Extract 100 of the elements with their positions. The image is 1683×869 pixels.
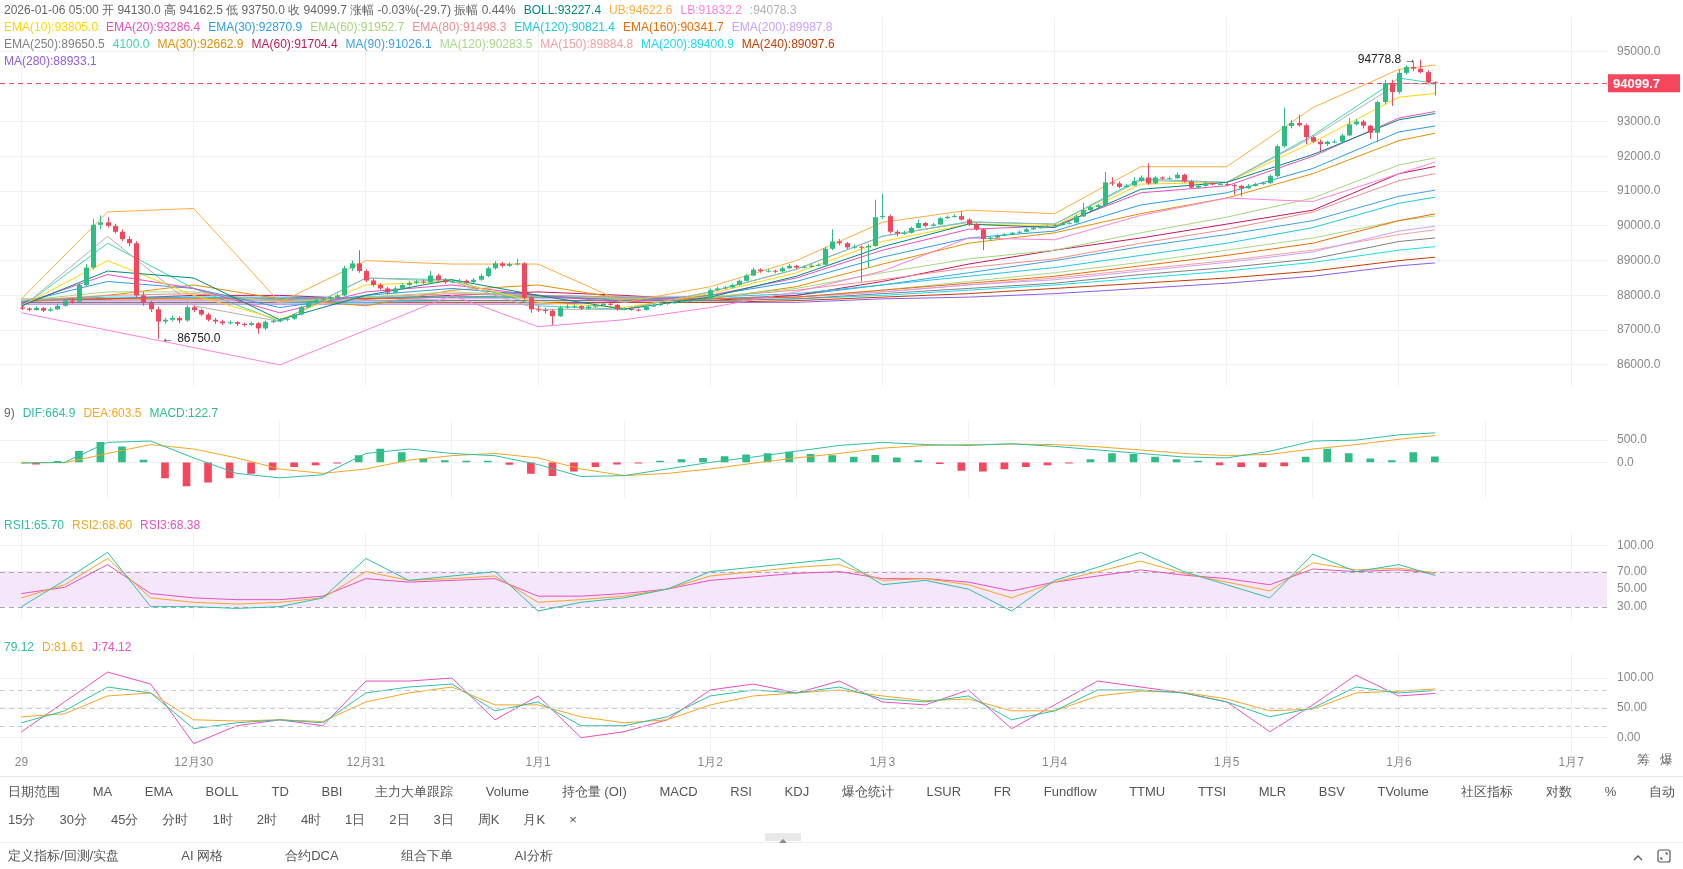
y-tick-label: 93000.0	[1617, 113, 1661, 128]
y-tick-label: 70.00	[1617, 563, 1648, 578]
y-tick-label: 87000.0	[1617, 322, 1661, 337]
text: EMA(30):92870.9	[208, 20, 303, 34]
y-tick-label: 500.0	[1617, 432, 1648, 447]
x-tick-label: 1月4	[1041, 755, 1068, 770]
text: FR	[993, 784, 1012, 799]
text: 定义指标/回测/实盘	[8, 847, 120, 865]
y-tick-label: 88000.0	[1617, 287, 1661, 302]
y-tick-label: 0.00	[1617, 730, 1641, 744]
text: 45分	[110, 810, 139, 829]
text: MACD:122.7	[149, 406, 219, 420]
text: MA(120):90283.5	[439, 37, 533, 51]
x-tick-label: 1月1	[525, 755, 552, 770]
y-tick-label: 92000.0	[1617, 148, 1661, 163]
text: LSUR	[926, 784, 962, 799]
x-tick-label: 1月3	[869, 755, 896, 770]
text: 30分	[59, 810, 87, 829]
series-label: J:74.12	[92, 640, 132, 654]
text: Volume	[485, 784, 530, 799]
text: MA(240):89097.6	[741, 37, 835, 51]
text: EMA(60):91952.7	[310, 20, 405, 34]
text: 4100.0	[112, 37, 150, 51]
x-tick-label: 1月6	[1386, 755, 1412, 770]
text: 自动	[1648, 782, 1675, 801]
text: EMA(250):89650.5	[4, 37, 105, 51]
text: TD	[271, 784, 289, 799]
text: BSV	[1318, 784, 1345, 799]
y-tick-label: 100.00	[1617, 537, 1655, 552]
text: EMA(200):89987.8	[731, 20, 833, 34]
text: MA(200):89400.9	[641, 37, 734, 51]
text: EMA	[144, 784, 173, 799]
text: TVolume	[1377, 784, 1429, 799]
y-tick-label: 50.00	[1617, 700, 1648, 715]
text: EMA(160):90341.7	[623, 20, 724, 34]
text: 对数	[1546, 782, 1573, 801]
text: 周K	[477, 810, 500, 829]
text: 组合下单	[400, 847, 453, 865]
chart-title: 9)	[4, 406, 15, 420]
text: 2时	[256, 810, 277, 829]
text: BOLL	[205, 784, 239, 799]
y-tick-label: 50.00	[1617, 581, 1648, 596]
x-tick-label: 1月2	[697, 755, 724, 770]
y-tick-label: 0.0	[1617, 454, 1635, 469]
text: 1时	[212, 810, 233, 829]
annotation: 94778.8 →	[1357, 51, 1417, 66]
text: MA(150):89884.8	[540, 37, 634, 51]
text: MACD	[659, 784, 698, 799]
text: %	[1604, 784, 1617, 799]
x-tick-label: 1月7	[1558, 755, 1585, 770]
text: DEA:603.5	[83, 406, 142, 420]
text: DIF:664.9	[22, 406, 76, 420]
y-tick-label: 95000.0	[1617, 44, 1661, 59]
text: 1日	[345, 810, 366, 829]
text: TTSI	[1197, 784, 1227, 799]
y-tick-label: 30.00	[1617, 598, 1648, 613]
y-tick-label: 100.00	[1617, 670, 1655, 685]
text: LB:91832.2	[680, 3, 742, 17]
y-tick-label: 89000.0	[1617, 252, 1661, 267]
text: 15分	[8, 810, 36, 829]
text: UB:94622.6	[609, 3, 673, 17]
annotation: ← 86750.0	[161, 331, 221, 346]
text: TTMU	[1129, 784, 1166, 799]
text: 持仓量 (OI)	[561, 782, 627, 801]
text: BBI	[321, 784, 343, 799]
text: 爆	[1660, 751, 1673, 769]
text: EMA(20):93286.4	[106, 20, 201, 34]
text: RSI1:65.70	[4, 518, 65, 532]
text: 主力大单跟踪	[375, 782, 454, 801]
text: KDJ	[784, 784, 810, 799]
text: RSI3:68.38	[140, 518, 201, 532]
y-tick-label: 91000.0	[1617, 183, 1661, 198]
text: EMA(10):93805.0	[4, 20, 99, 34]
x-tick-label: 12月30	[174, 755, 214, 770]
text: 分时	[162, 810, 189, 829]
text: 爆仓统计	[841, 782, 894, 801]
chart-title: 2026-01-06 05:00 开 94130.0 高 94162.5 低 93750.0 收 94099.7 涨幅 -0.03%(-29.7) 振幅 0.44%	[4, 3, 516, 17]
x-tick-label: 29	[14, 755, 29, 770]
x-tick-label: 1月5	[1214, 755, 1240, 770]
text: RSI2:68.60	[72, 518, 133, 532]
text: RSI	[730, 784, 752, 799]
y-tick-label: 86000.0	[1617, 357, 1661, 372]
text: D:81.61	[42, 640, 85, 654]
text: EMA(120):90821.4	[514, 20, 616, 34]
text: BOLL:93227.4	[523, 3, 602, 17]
y-tick-label: 90000.0	[1617, 218, 1661, 233]
text: :94078.3	[749, 3, 797, 17]
x-tick-label: 12月31	[346, 755, 386, 770]
text: Fundflow	[1043, 784, 1097, 799]
text: 日期范围	[8, 782, 60, 801]
text: AI分析	[514, 847, 553, 865]
text: MA(280):88933.1	[4, 54, 97, 68]
text: 筹	[1637, 751, 1650, 769]
text: ×	[569, 812, 577, 827]
text: 3日	[433, 810, 454, 829]
text: 2日	[389, 810, 410, 829]
text: 79.12	[4, 640, 35, 654]
text: 合约DCA	[285, 847, 339, 865]
text: MA(30):92662.9	[157, 37, 244, 51]
text: 社区指标	[1461, 782, 1514, 801]
